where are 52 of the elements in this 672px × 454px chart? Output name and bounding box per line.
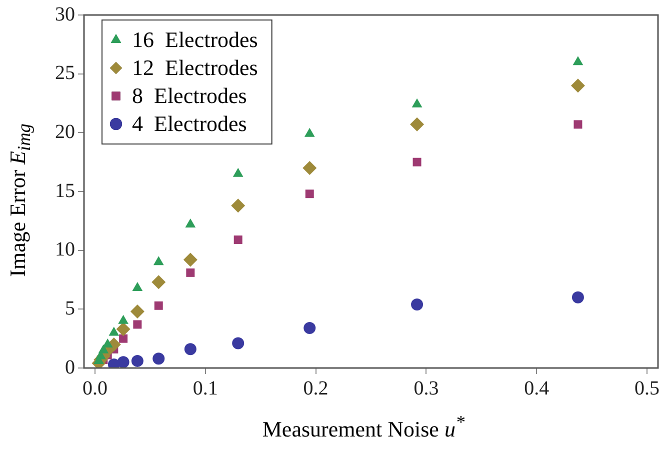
point [117, 356, 130, 368]
point [232, 337, 244, 350]
point [572, 56, 584, 66]
x-tick-label: 0.3 [414, 377, 439, 400]
point [304, 322, 316, 334]
y-tick-label: 25 [55, 62, 75, 84]
point [232, 168, 244, 177]
y-tick-label: 5 [65, 297, 75, 320]
point [412, 158, 422, 166]
y-tick-label: 15 [55, 180, 75, 202]
point [410, 117, 424, 132]
point [154, 301, 163, 310]
point [574, 120, 582, 129]
point [152, 352, 165, 365]
point [183, 252, 198, 267]
legend-label: 12 Electrodes [132, 54, 258, 80]
x-tick-label: 0.2 [303, 377, 328, 400]
point [302, 160, 317, 175]
point [108, 326, 120, 336]
y-tick-label: 0 [65, 356, 75, 378]
point [152, 275, 166, 290]
legend-label: 16 Electrodes [132, 26, 258, 52]
point [234, 236, 242, 244]
point [184, 343, 196, 356]
point [412, 98, 422, 108]
point [116, 322, 130, 336]
point [132, 282, 143, 291]
x-tick-label: 0.5 [634, 377, 660, 400]
point [411, 298, 424, 310]
y-tick-label: 30 [55, 3, 75, 26]
legend-label: 8 Electrodes [132, 82, 247, 108]
point [304, 128, 315, 137]
point [185, 218, 196, 228]
point [153, 256, 164, 266]
point [133, 320, 142, 329]
y-tick-label: 20 [55, 120, 75, 143]
point [231, 198, 246, 213]
y-tick-label: 10 [55, 238, 75, 261]
point [572, 291, 584, 304]
point [570, 78, 585, 93]
point [131, 354, 144, 367]
point [130, 304, 144, 319]
point [119, 334, 128, 343]
point [118, 314, 128, 324]
x-tick-label: 0.4 [524, 377, 550, 400]
point [186, 268, 195, 277]
x-tick-label: 0.0 [82, 377, 108, 400]
point [102, 338, 113, 348]
x-axis-title: Measurement Noise u$^{*}$ [261, 412, 466, 442]
x-tick-label: 0.1 [192, 377, 218, 400]
point [305, 190, 314, 198]
legend-label: 4 Electrodes [132, 110, 247, 136]
